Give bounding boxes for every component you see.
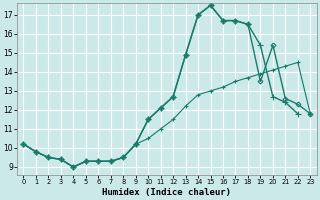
X-axis label: Humidex (Indice chaleur): Humidex (Indice chaleur) [102, 188, 231, 197]
